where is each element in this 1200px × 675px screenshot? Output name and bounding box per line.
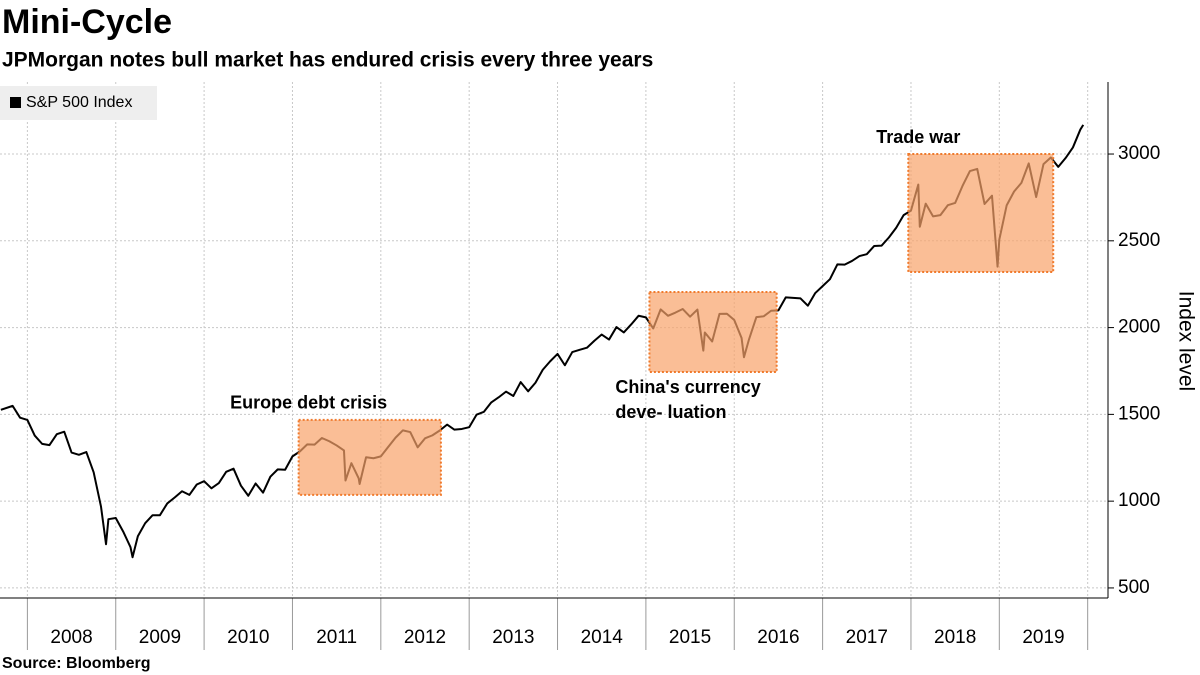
x-tick-label: 2009 xyxy=(139,627,181,648)
y-tick-label: 500 xyxy=(1118,577,1150,598)
x-tick-label: 2015 xyxy=(669,627,711,648)
x-tick-label: 2017 xyxy=(846,627,888,648)
legend-box xyxy=(0,86,157,120)
highlight-box xyxy=(648,291,778,374)
y-tick-label: 3000 xyxy=(1118,143,1160,164)
annotation-label: Europe debt crisis xyxy=(230,393,387,413)
x-tick-label: 2011 xyxy=(316,627,357,648)
x-tick-label: 2012 xyxy=(404,627,446,648)
y-tick-label: 2500 xyxy=(1118,230,1160,251)
highlight-box xyxy=(907,153,1055,274)
x-tick-label: 2013 xyxy=(492,627,534,648)
chart-title: Mini-Cycle xyxy=(2,3,172,41)
x-tick-label: 2019 xyxy=(1022,627,1064,648)
y-tick-label: 2000 xyxy=(1118,317,1160,338)
annotation-label: deve- luation xyxy=(615,402,726,422)
y-tick-label: 1500 xyxy=(1118,403,1160,424)
annotation-label: China's currency xyxy=(615,377,760,397)
y-axis-label: Index level xyxy=(1174,291,1197,391)
annotation-label: Trade war xyxy=(876,127,960,147)
x-tick-label: 2010 xyxy=(227,627,269,648)
x-tick-label: 2008 xyxy=(50,627,92,648)
source: Source: Bloomberg xyxy=(2,655,150,672)
legend-swatch xyxy=(10,97,21,108)
highlight-box xyxy=(297,418,442,496)
legend-label: S&P 500 Index xyxy=(26,94,132,111)
x-tick-label: 2018 xyxy=(934,627,976,648)
x-tick-label: 2016 xyxy=(757,627,799,648)
y-tick-label: 1000 xyxy=(1118,490,1160,511)
x-tick-label: 2014 xyxy=(581,627,624,648)
chart-subtitle: JPMorgan notes bull market has endured c… xyxy=(2,49,653,72)
